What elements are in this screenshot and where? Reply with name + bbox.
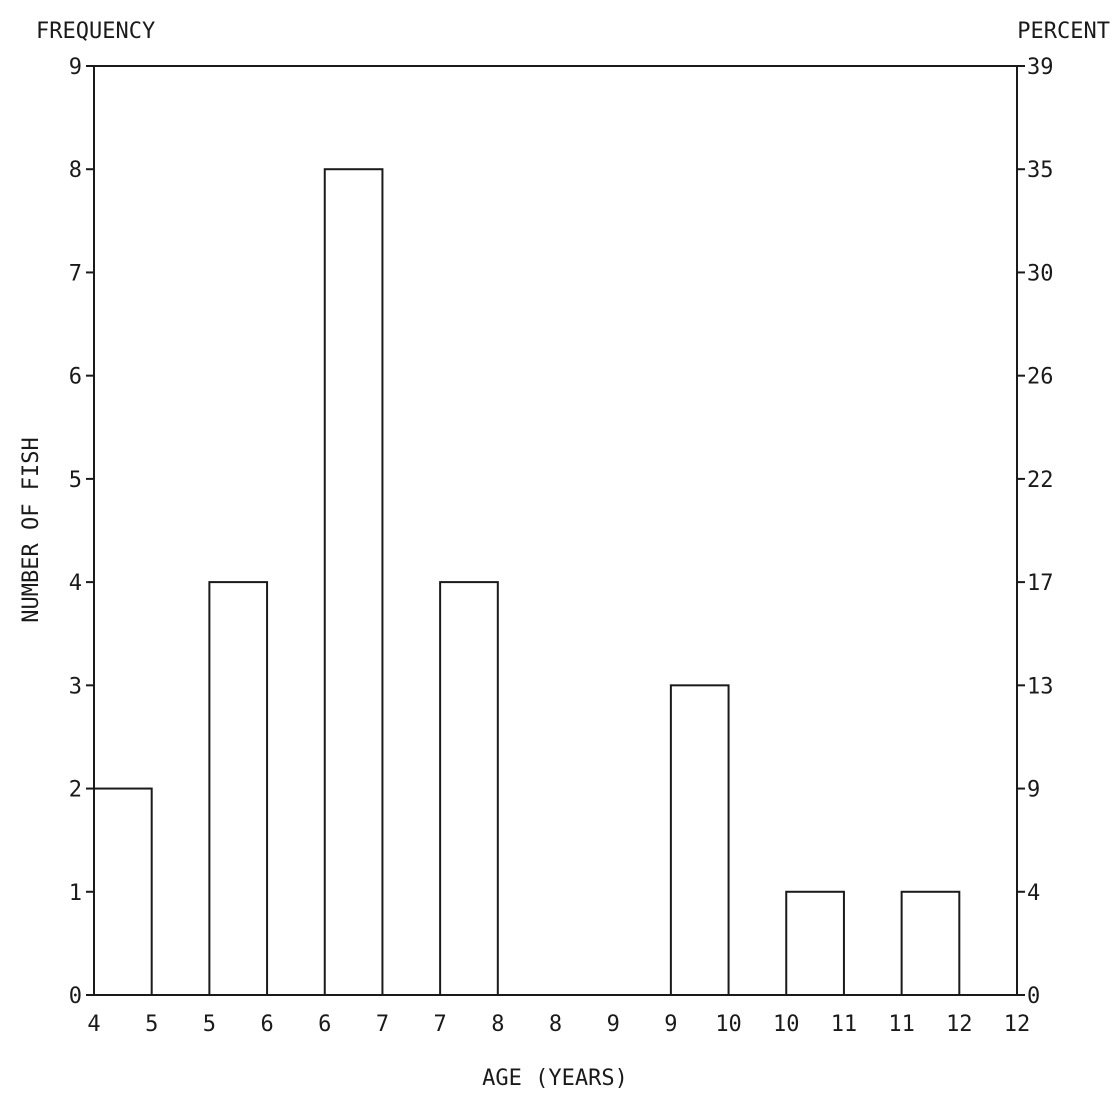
right-tick-label-4: 17: [1027, 571, 1054, 596]
y-tick-label-0: 0: [69, 984, 82, 1009]
x-tick-label-11: 10: [715, 1012, 742, 1037]
right-tick-label-5: 22: [1027, 468, 1054, 493]
y-tick-label-1: 1: [69, 881, 82, 906]
x-tick-label-12: 10: [773, 1012, 800, 1037]
y-tick-label-4: 4: [69, 571, 82, 596]
x-tick-label-3: 6: [260, 1012, 273, 1037]
bar-5: [669, 684, 730, 996]
x-tick-label-end: 12: [1004, 1012, 1031, 1037]
bar-1: [208, 581, 269, 996]
right-tick-label-8: 35: [1027, 158, 1054, 183]
y-tick-label-8: 8: [69, 158, 82, 183]
bar-2: [323, 168, 384, 996]
y-tick-label-7: 7: [69, 261, 82, 286]
x-tick-label-5: 7: [376, 1012, 389, 1037]
y-tick-label-3: 3: [69, 674, 82, 699]
right-tick-label-0: 0: [1027, 984, 1040, 1009]
x-axis-label: AGE (YEARS): [482, 1066, 628, 1091]
x-tick-label-6: 7: [434, 1012, 447, 1037]
x-tick-label-13: 11: [831, 1012, 858, 1037]
x-tick-label-15: 12: [946, 1012, 973, 1037]
x-tick-label-14: 11: [888, 1012, 915, 1037]
x-tick-label-0: 4: [87, 1012, 100, 1037]
y-axis-label: NUMBER OF FISH: [19, 437, 44, 622]
left-axis-header: FREQUENCY: [36, 19, 155, 44]
right-tick-label-2: 9: [1027, 778, 1040, 803]
y-tick-label-2: 2: [69, 778, 82, 803]
right-tick-label-3: 13: [1027, 674, 1054, 699]
bar-6: [785, 890, 845, 996]
x-tick-label-1: 5: [145, 1012, 158, 1037]
x-tick-label-10: 9: [664, 1012, 677, 1037]
x-tick-label-9: 9: [607, 1012, 620, 1037]
x-tick-label-4: 6: [318, 1012, 331, 1037]
x-tick-label-2: 5: [203, 1012, 216, 1037]
bar-7: [900, 890, 961, 996]
right-tick-label-1: 4: [1027, 881, 1040, 906]
right-tick-label-9: 39: [1027, 55, 1054, 80]
bar-0: [93, 787, 153, 996]
y-tick-label-6: 6: [69, 365, 82, 390]
y-tick-label-9: 9: [69, 55, 82, 80]
y-tick-label-5: 5: [69, 468, 82, 493]
bar-3: [439, 581, 499, 996]
right-tick-label-7: 30: [1027, 261, 1054, 286]
x-tick-label-8: 8: [549, 1012, 562, 1037]
right-tick-label-6: 26: [1027, 365, 1054, 390]
right-axis-header: PERCENT: [1017, 19, 1110, 44]
x-tick-label-7: 8: [491, 1012, 504, 1037]
plot-frame: [93, 65, 1018, 996]
